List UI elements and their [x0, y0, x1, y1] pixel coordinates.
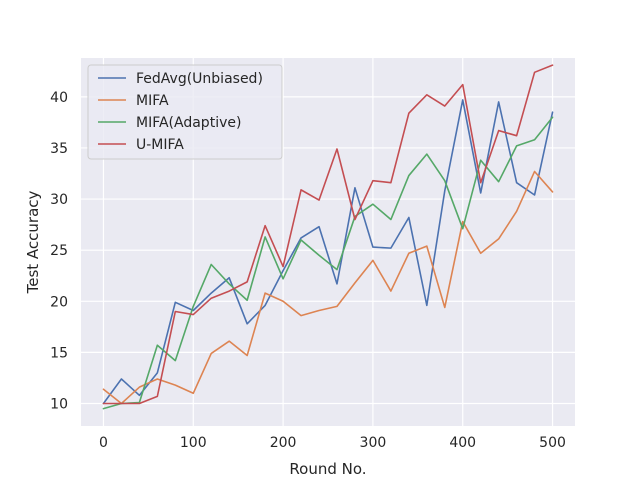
- y-tick-label: 25: [50, 243, 68, 259]
- legend-box: [87, 64, 283, 160]
- legend-label: FedAvg(Unbiased): [136, 71, 263, 87]
- x-axis-title: Round No.: [289, 460, 366, 478]
- x-tick-label: 200: [270, 435, 297, 451]
- x-tick-label: 400: [449, 435, 476, 451]
- x-tick-label: 500: [539, 435, 566, 451]
- y-tick-label: 30: [50, 192, 68, 208]
- y-tick-labels: 10 15 20 25 30 35 40: [50, 90, 68, 413]
- series-line-fedavg-unbiased: [102, 99, 554, 405]
- y-tick-label: 35: [50, 141, 68, 157]
- legend: FedAvg(Unbiased) MIFA MIFA(Adaptive) U-MIFA: [87, 64, 283, 160]
- series-line-mifa: [102, 170, 554, 405]
- x-tick-label: 0: [99, 435, 108, 451]
- legend-label: MIFA(Adaptive): [136, 115, 241, 131]
- y-tick-label: 20: [50, 294, 68, 310]
- y-axis-title: Test Accuracy: [24, 190, 42, 294]
- x-tick-label: 300: [360, 435, 387, 451]
- series-line-u-mifa: [102, 64, 554, 405]
- y-tick-label: 15: [50, 345, 68, 361]
- legend-label: U-MIFA: [136, 137, 184, 153]
- y-tick-label: 40: [50, 90, 68, 106]
- x-tick-label: 100: [180, 435, 207, 451]
- legend-label: MIFA: [136, 93, 169, 109]
- series-lines: [102, 64, 554, 410]
- series-line-mifa-adaptive: [102, 116, 554, 410]
- y-tick-label: 10: [50, 397, 68, 413]
- x-tick-labels: 0 100 200 300 400 500: [99, 435, 566, 451]
